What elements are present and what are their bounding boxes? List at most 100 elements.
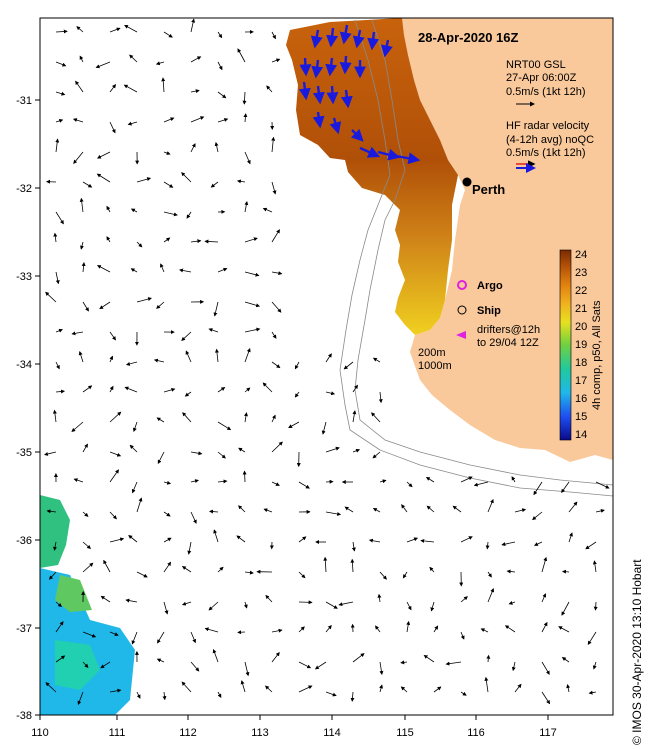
current-arrow — [425, 476, 435, 483]
current-arrow — [132, 421, 138, 432]
current-arrow — [82, 541, 92, 550]
current-arrow — [72, 118, 84, 123]
current-arrow — [217, 451, 226, 459]
current-arrow — [55, 91, 66, 96]
current-arrow — [263, 508, 273, 513]
current-arrow — [163, 151, 171, 155]
current-arrow — [109, 631, 119, 636]
current-arrow — [190, 511, 197, 524]
current-arrow — [55, 138, 60, 153]
current-arrow — [372, 451, 381, 459]
current-arrow — [243, 601, 248, 609]
current-arrow — [52, 409, 57, 423]
current-arrow — [208, 601, 219, 611]
legend-radar-1: HF radar velocity — [506, 120, 590, 132]
current-arrow — [161, 77, 166, 93]
current-arrow — [288, 421, 300, 428]
current-arrow — [46, 509, 57, 514]
current-arrow — [82, 661, 89, 668]
current-arrow — [271, 31, 276, 40]
current-arrow — [45, 682, 57, 693]
current-arrow — [271, 271, 283, 276]
current-arrow — [163, 117, 175, 123]
current-arrow — [568, 501, 578, 513]
current-arrow — [73, 151, 84, 165]
current-arrow — [214, 348, 219, 363]
current-arrow — [204, 239, 219, 244]
current-arrow — [163, 237, 171, 243]
current-arrow — [325, 601, 338, 609]
legend-drifters-1: drifters@12h — [477, 324, 540, 336]
current-arrow — [298, 685, 313, 693]
current-arrow — [433, 625, 439, 633]
cbar-tick-14: 14 — [575, 429, 587, 441]
current-arrow — [379, 479, 387, 484]
current-arrow — [190, 479, 199, 483]
current-arrow — [55, 389, 65, 394]
y-tick-36: -36 — [16, 535, 32, 547]
current-arrow — [217, 31, 223, 39]
current-arrow — [379, 571, 387, 580]
x-tick-111: 111 — [109, 727, 126, 739]
current-arrow — [532, 511, 543, 521]
current-arrow — [325, 353, 332, 363]
current-arrow — [217, 691, 222, 699]
current-arrow — [343, 361, 354, 370]
current-arrow — [375, 625, 381, 633]
current-arrow — [561, 481, 570, 494]
current-arrow — [109, 355, 114, 363]
current-arrow — [429, 566, 435, 573]
current-vectors — [44, 18, 610, 706]
current-arrow — [76, 26, 84, 33]
current-arrow — [271, 651, 280, 663]
current-arrow — [262, 207, 273, 213]
current-arrow — [78, 351, 84, 363]
current-arrow — [406, 620, 411, 633]
current-arrow — [266, 85, 273, 93]
current-arrow — [243, 113, 248, 123]
current-arrow — [82, 181, 93, 188]
current-arrow — [55, 361, 60, 370]
current-arrow — [95, 61, 111, 69]
current-arrow — [45, 291, 57, 303]
current-arrow — [123, 84, 138, 93]
current-arrow — [460, 596, 468, 603]
current-arrow — [271, 414, 276, 423]
current-arrow — [265, 594, 273, 603]
current-arrow — [541, 661, 550, 675]
current-arrow — [244, 151, 251, 165]
colorbar-scale — [559, 249, 572, 441]
current-arrow — [163, 211, 178, 217]
map-title: 28-Apr-2020 16Z — [418, 30, 518, 45]
current-arrow — [160, 263, 165, 273]
current-arrow — [109, 385, 114, 393]
current-arrow — [379, 684, 383, 693]
current-arrow — [238, 505, 246, 513]
current-arrow — [541, 621, 548, 633]
current-arrow — [217, 421, 232, 431]
current-arrow — [452, 505, 462, 513]
current-arrow — [595, 508, 605, 513]
drifter-icon — [456, 331, 466, 339]
current-arrow — [244, 327, 261, 333]
current-arrow — [181, 172, 192, 183]
y-tick-33: -33 — [16, 271, 32, 283]
current-arrow — [130, 208, 138, 213]
current-arrow — [423, 654, 435, 663]
current-arrow — [55, 328, 63, 333]
current-arrow — [350, 691, 355, 702]
current-arrow — [55, 621, 64, 633]
current-arrow — [514, 683, 522, 693]
current-arrow — [109, 27, 121, 33]
current-arrow — [190, 89, 200, 94]
y-tick-31: -31 — [16, 95, 32, 107]
current-arrow — [109, 511, 117, 520]
current-arrow — [214, 141, 219, 153]
current-arrow — [242, 470, 247, 483]
current-arrow — [487, 498, 494, 513]
current-arrow — [561, 657, 570, 663]
current-arrow — [379, 661, 384, 675]
y-axis: -31 -32 -33 -34 -35 -36 -37 -38 — [16, 95, 40, 722]
current-arrow — [533, 481, 543, 496]
current-arrow — [298, 536, 307, 543]
